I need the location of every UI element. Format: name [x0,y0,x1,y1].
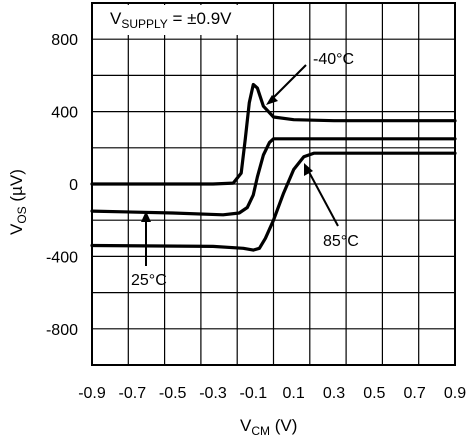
arrow-85c [308,171,339,227]
supply-condition-label: VSUPPLY = ±0.9V [110,9,232,31]
x-tick-label: 0.1 [283,385,305,402]
series-line [90,151,457,252]
x-tick-label: 0.5 [363,385,385,402]
y-tick-label: 800 [51,32,78,49]
x-tick-label: -0.1 [240,385,268,402]
x-tick-label: -0.3 [199,385,227,402]
plot-frame [91,2,456,366]
y-tick-label: 0 [69,177,78,194]
series-line [90,137,457,217]
y-tick-label: -400 [46,249,78,266]
annotation-minus40c: -40°C [313,51,354,68]
x-axis-title: VCM (V) [240,416,297,438]
x-tick-label: 0.7 [404,385,426,402]
series-line [90,82,457,186]
x-tick-label: -0.7 [119,385,147,402]
x-tick-label: 0.3 [323,385,345,402]
condition-label-background [100,5,260,35]
y-tick-labels: 800 400 0 -400 -800 [46,32,78,339]
arrowhead-85c [304,163,313,176]
annotation-25c: 25°C [131,272,167,289]
arrowhead-minus40c [266,95,278,105]
annotation-85c: 85°C [323,233,359,250]
x-tick-labels: -0.9 -0.7 -0.5 -0.3 -0.1 0.1 0.3 0.5 0.7 0.9 [78,385,466,402]
x-tick-label: -0.9 [78,385,106,402]
annotation-arrows [141,64,339,266]
y-axis-title: VOS (µV) [7,169,29,235]
grid [92,3,455,365]
arrowhead-25c [141,211,151,222]
series-layer [90,82,457,252]
y-tick-label: -800 [46,322,78,339]
arrow-minus40c [271,64,307,100]
x-tick-label: -0.5 [159,385,187,402]
x-tick-label: 0.9 [444,385,466,402]
annotations: -40°C 25°C 85°C [131,51,359,289]
y-tick-label: 400 [51,105,78,122]
